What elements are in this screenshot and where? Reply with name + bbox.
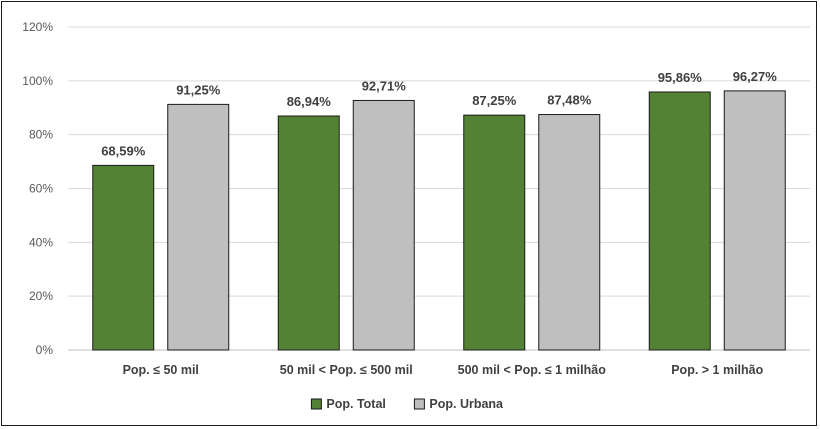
y-tick-label: 80% (29, 128, 53, 142)
data-label: 68,59% (101, 143, 146, 158)
y-tick-label: 0% (36, 343, 54, 357)
legend-label: Pop. Total (326, 397, 386, 411)
category-label: 500 mil < Pop. ≤ 1 milhão (458, 363, 607, 377)
data-label: 95,86% (658, 70, 703, 85)
data-label: 96,27% (733, 69, 778, 84)
y-tick-label: 40% (29, 235, 53, 249)
data-label: 87,25% (472, 93, 517, 108)
y-tick-label: 60% (29, 182, 53, 196)
category-label: 50 mil < Pop. ≤ 500 mil (280, 363, 413, 377)
data-label: 92,71% (362, 78, 407, 93)
category-label: Pop. > 1 milhão (671, 363, 763, 377)
bar (463, 114, 526, 351)
bar (352, 99, 415, 351)
bar (723, 90, 786, 351)
y-tick-label: 100% (22, 74, 53, 88)
legend-label: Pop. Urbana (429, 397, 504, 411)
data-label: 91,25% (176, 82, 221, 97)
data-label: 87,48% (547, 93, 592, 108)
bar (92, 164, 155, 351)
category-label: Pop. ≤ 50 mil (123, 363, 199, 377)
legend-swatch (413, 398, 425, 410)
bar (648, 91, 711, 351)
legend-swatch (310, 398, 322, 410)
bar (277, 115, 340, 351)
data-label: 86,94% (287, 94, 332, 109)
y-tick-label: 20% (29, 289, 53, 303)
y-tick-label: 120% (22, 20, 53, 34)
bar (167, 103, 230, 351)
bar (538, 114, 601, 351)
